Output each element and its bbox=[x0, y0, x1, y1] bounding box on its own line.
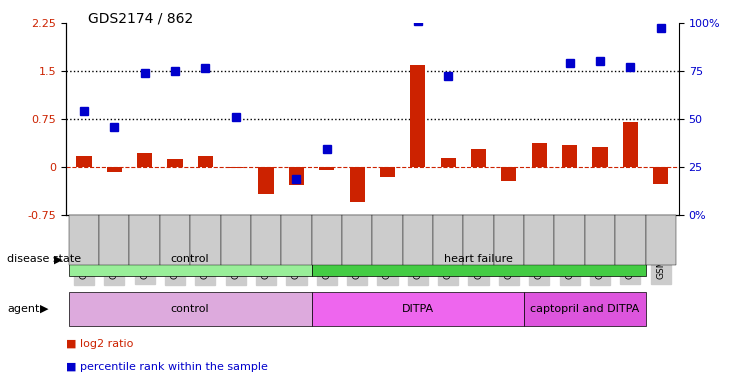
Text: ■ percentile rank within the sample: ■ percentile rank within the sample bbox=[66, 362, 268, 372]
Text: captopril and DITPA: captopril and DITPA bbox=[530, 304, 639, 314]
Bar bbox=[471, 149, 486, 167]
Bar bbox=[592, 147, 607, 167]
Bar bbox=[77, 156, 91, 167]
Text: control: control bbox=[171, 254, 210, 264]
Bar bbox=[228, 167, 243, 168]
Bar bbox=[198, 156, 213, 167]
Bar bbox=[380, 167, 395, 177]
Bar bbox=[289, 167, 304, 185]
Bar bbox=[350, 167, 365, 202]
Bar bbox=[319, 167, 334, 170]
Bar bbox=[258, 167, 274, 194]
Text: control: control bbox=[171, 304, 210, 314]
Bar bbox=[502, 167, 517, 181]
Text: disease state: disease state bbox=[7, 254, 82, 264]
Bar bbox=[531, 143, 547, 167]
Bar bbox=[410, 65, 426, 167]
Bar bbox=[562, 145, 577, 167]
Text: ■ log2 ratio: ■ log2 ratio bbox=[66, 339, 133, 349]
Bar bbox=[167, 159, 182, 167]
Bar bbox=[653, 167, 668, 184]
Text: DITPA: DITPA bbox=[402, 304, 434, 314]
Bar bbox=[623, 122, 638, 167]
Text: heart failure: heart failure bbox=[444, 254, 513, 264]
Text: ▶: ▶ bbox=[53, 254, 62, 264]
Bar bbox=[441, 158, 456, 167]
Bar bbox=[107, 167, 122, 172]
Text: agent: agent bbox=[7, 304, 39, 314]
Text: GDS2174 / 862: GDS2174 / 862 bbox=[88, 12, 193, 25]
Bar bbox=[137, 153, 153, 167]
Text: ▶: ▶ bbox=[39, 304, 48, 314]
